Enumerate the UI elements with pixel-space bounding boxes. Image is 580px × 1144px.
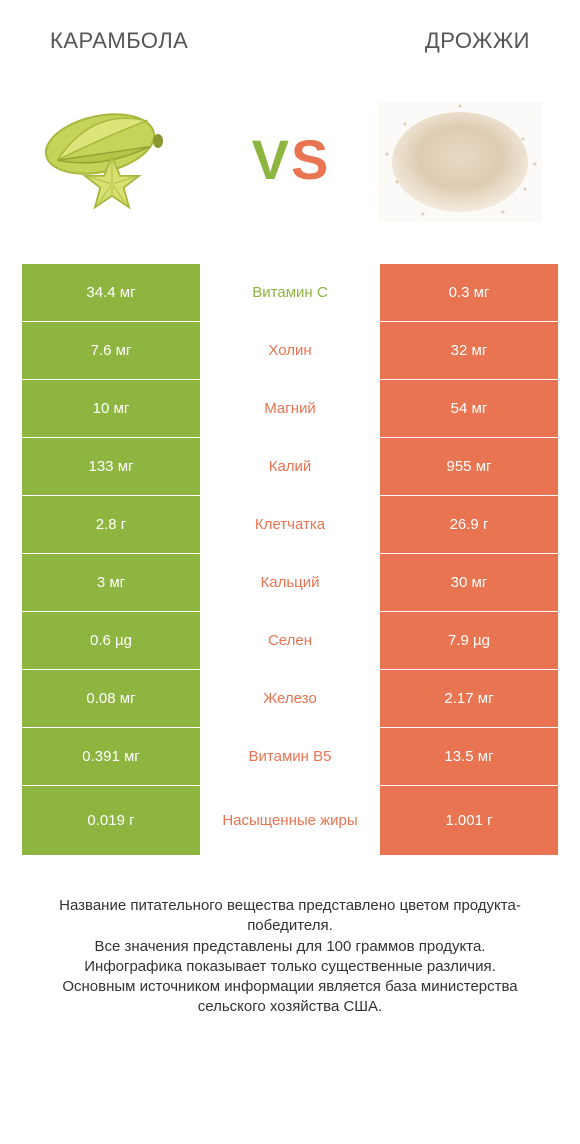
cell-right: 32 мг (380, 322, 558, 379)
cell-right: 2.17 мг (380, 670, 558, 727)
table-row: 7.6 мгХолин32 мг (22, 322, 558, 380)
cell-left: 2.8 г (22, 496, 200, 553)
table-row: 133 мгКалий955 мг (22, 438, 558, 496)
cell-nutrient: Железо (200, 670, 380, 727)
cell-right: 0.3 мг (380, 264, 558, 321)
cell-left: 3 мг (22, 554, 200, 611)
table-row: 0.08 мгЖелезо2.17 мг (22, 670, 558, 728)
cell-nutrient: Клетчатка (200, 496, 380, 553)
cell-right: 955 мг (380, 438, 558, 495)
table-row: 34.4 мгВитамин C0.3 мг (22, 264, 558, 322)
table-row: 0.019 гНасыщенные жиры1.001 г (22, 786, 558, 856)
cell-right: 30 мг (380, 554, 558, 611)
cell-right: 7.9 µg (380, 612, 558, 669)
cell-nutrient: Холин (200, 322, 380, 379)
cell-right: 1.001 г (380, 786, 558, 855)
cell-nutrient: Магний (200, 380, 380, 437)
cell-nutrient: Кальций (200, 554, 380, 611)
cell-left: 7.6 мг (22, 322, 200, 379)
cell-left: 133 мг (22, 438, 200, 495)
cell-left: 0.019 г (22, 786, 200, 855)
cell-nutrient: Витамин C (200, 264, 380, 321)
yeast-image (370, 79, 550, 239)
footer-line: Название питательного вещества представл… (28, 896, 552, 937)
cell-right: 54 мг (380, 380, 558, 437)
cell-left: 0.6 µg (22, 612, 200, 669)
cell-nutrient: Калий (200, 438, 380, 495)
table-row: 0.391 мгВитамин B513.5 мг (22, 728, 558, 786)
table-row: 10 мгМагний54 мг (22, 380, 558, 438)
footer-line: Все значения представлены для 100 граммо… (28, 937, 552, 957)
footer-line: Основным источником информации является … (28, 977, 552, 1018)
header: КАРАМБОЛА ДРОЖЖИ (0, 0, 580, 64)
cell-nutrient: Насыщенные жиры (200, 786, 380, 855)
title-left: КАРАМБОЛА (50, 28, 188, 54)
cell-left: 0.08 мг (22, 670, 200, 727)
footer-line: Инфографика показывает только существенн… (28, 957, 552, 977)
cell-left: 0.391 мг (22, 728, 200, 785)
table-row: 2.8 гКлетчатка26.9 г (22, 496, 558, 554)
footer: Название питательного вещества представл… (0, 856, 580, 1018)
table-row: 3 мгКальций30 мг (22, 554, 558, 612)
images-row: V S (0, 64, 580, 264)
cell-right: 26.9 г (380, 496, 558, 553)
cell-right: 13.5 мг (380, 728, 558, 785)
vs-s: S (291, 127, 328, 192)
vs-label: V S (252, 127, 329, 192)
comparison-table: 34.4 мгВитамин C0.3 мг7.6 мгХолин32 мг10… (0, 264, 580, 856)
title-right: ДРОЖЖИ (425, 28, 530, 54)
cell-left: 34.4 мг (22, 264, 200, 321)
cell-left: 10 мг (22, 380, 200, 437)
table-row: 0.6 µgСелен7.9 µg (22, 612, 558, 670)
vs-v: V (252, 127, 289, 192)
cell-nutrient: Селен (200, 612, 380, 669)
cell-nutrient: Витамин B5 (200, 728, 380, 785)
carambola-image (30, 79, 210, 239)
